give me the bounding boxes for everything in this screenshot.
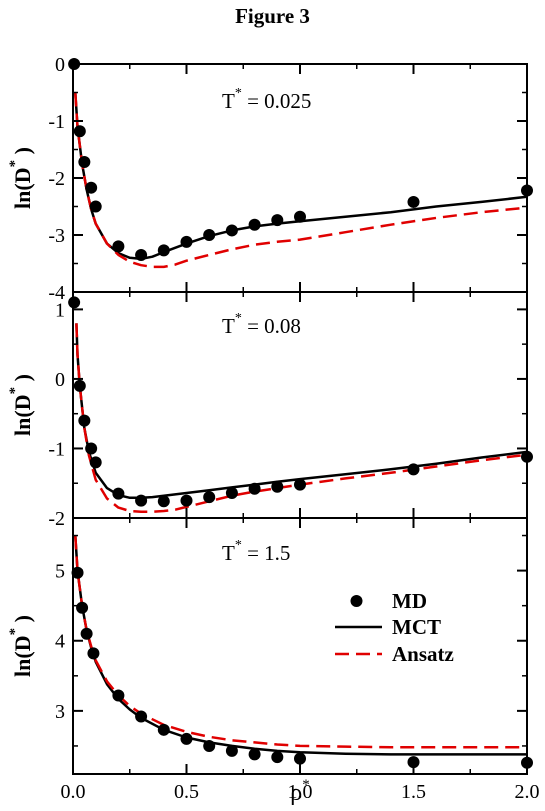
y-tick-label: 0 bbox=[55, 54, 65, 76]
md-point bbox=[294, 752, 306, 765]
md-point bbox=[76, 601, 89, 614]
y-tick-label: -3 bbox=[48, 225, 65, 247]
md-point bbox=[157, 723, 170, 736]
y-tick-label: 0 bbox=[55, 369, 65, 391]
md-point bbox=[89, 200, 102, 213]
legend-label-ansatz: Ansatz bbox=[392, 642, 454, 666]
legend-label-mct: MCT bbox=[392, 615, 441, 639]
y-axis-label: ln(D* ) bbox=[7, 374, 35, 436]
md-point bbox=[89, 456, 102, 469]
y-tick-label: -2 bbox=[48, 168, 65, 190]
temperature-annotation: T* = 1.5 bbox=[222, 538, 290, 565]
mct-curve bbox=[74, 92, 527, 261]
md-point bbox=[203, 229, 216, 241]
md-point bbox=[112, 487, 125, 500]
md-point bbox=[180, 235, 193, 248]
md-point bbox=[112, 689, 125, 702]
x-tick-label: 2.0 bbox=[515, 781, 540, 803]
md-point bbox=[85, 442, 98, 455]
x-tick-label: 0.0 bbox=[61, 781, 86, 803]
md-point bbox=[112, 240, 125, 253]
panel-2: T* = 0.08 ln(D* ) bbox=[7, 296, 533, 513]
md-point bbox=[407, 756, 420, 769]
md-point bbox=[78, 156, 91, 169]
md-point bbox=[203, 491, 216, 504]
md-point bbox=[68, 296, 81, 309]
panel-1-data bbox=[74, 92, 527, 269]
md-point bbox=[157, 244, 170, 257]
y-axis-label: ln(D* ) bbox=[7, 147, 35, 209]
temperature-annotation: T* = 0.025 bbox=[222, 86, 311, 113]
x-tick-label: 1.0 bbox=[288, 781, 313, 803]
md-point bbox=[180, 494, 193, 507]
ansatz-curve bbox=[74, 535, 527, 749]
md-point bbox=[135, 710, 148, 723]
y-tick-label: 1 bbox=[55, 299, 65, 321]
md-point bbox=[203, 739, 216, 752]
legend-marker-md bbox=[350, 595, 363, 607]
md-point bbox=[85, 181, 98, 194]
ansatz-curve bbox=[74, 92, 527, 269]
md-point bbox=[80, 627, 93, 640]
md-point bbox=[157, 495, 170, 508]
md-point bbox=[135, 494, 148, 507]
panel-1: T* = 0.025 ln(D* ) bbox=[7, 58, 533, 269]
panel-3: T* = 1.5 ln(D* ) bbox=[7, 535, 533, 769]
panel-frames: 0 -1 -2 -3 -41 0 -1 -2 5 4 3 0.0 0.5 1.0 1.5 2.0 bbox=[48, 54, 539, 803]
md-point bbox=[135, 248, 148, 261]
md-point bbox=[225, 224, 238, 237]
md-point bbox=[271, 751, 284, 764]
y-tick-label: -2 bbox=[48, 508, 65, 530]
md-point bbox=[271, 480, 284, 493]
y-tick-label: 3 bbox=[55, 701, 65, 723]
figure-title: Figure 3 bbox=[235, 4, 310, 28]
md-point bbox=[407, 195, 420, 208]
y-tick-label: 4 bbox=[55, 631, 65, 653]
x-tick-label: 0.5 bbox=[174, 781, 199, 803]
md-point bbox=[225, 744, 238, 757]
panel-3-frame bbox=[72, 517, 528, 775]
md-point bbox=[248, 482, 261, 495]
legend-label-md: MD bbox=[392, 589, 427, 613]
md-point bbox=[271, 214, 284, 227]
x-axis-label: ρ* bbox=[290, 777, 309, 806]
y-tick-label: -1 bbox=[48, 111, 65, 133]
mct-curve bbox=[75, 323, 527, 500]
y-tick-label: -1 bbox=[48, 438, 65, 460]
md-point bbox=[225, 486, 238, 499]
y-tick-label: -4 bbox=[48, 282, 65, 304]
x-tick-label: 1.5 bbox=[401, 781, 426, 803]
temperature-annotation: T* = 0.08 bbox=[222, 311, 301, 338]
md-point bbox=[180, 732, 193, 745]
md-point bbox=[78, 414, 91, 427]
md-point bbox=[73, 379, 86, 392]
md-point bbox=[294, 478, 306, 491]
y-axis-label: ln(D* ) bbox=[7, 615, 35, 677]
md-point bbox=[248, 748, 261, 761]
y-tick-label: 5 bbox=[55, 561, 65, 583]
md-point bbox=[407, 463, 420, 476]
md-point bbox=[294, 210, 306, 223]
md-point bbox=[248, 218, 261, 231]
md-point bbox=[73, 125, 86, 138]
md-point bbox=[87, 647, 100, 660]
